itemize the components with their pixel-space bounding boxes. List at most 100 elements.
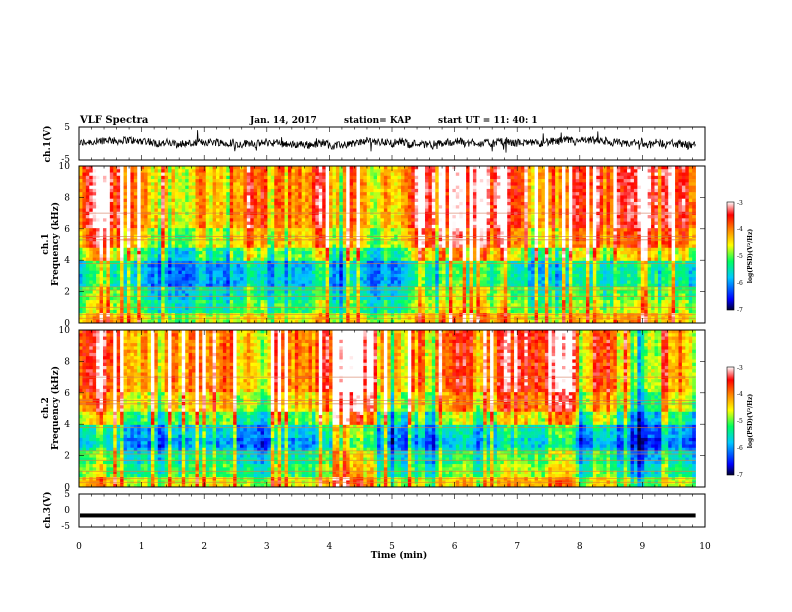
spectrogram-cell [294, 228, 299, 232]
spectrogram-cell [562, 221, 566, 226]
spectrogram-cell [431, 192, 436, 196]
spectrogram-cell [572, 244, 577, 249]
spectrogram-cell [664, 221, 669, 226]
spectrogram-cell [106, 247, 111, 252]
spectrogram-cell [644, 198, 648, 203]
spectrogram-cell [483, 185, 487, 190]
spectrogram-cell [222, 195, 227, 200]
spectrogram-cell [407, 244, 412, 249]
spectrogram-cell [192, 169, 196, 173]
spectrogram-cell [633, 208, 638, 213]
spectrogram-cell [126, 195, 131, 200]
spectrogram-cell [339, 241, 344, 245]
spectrogram-cell [216, 172, 220, 177]
spectrogram-cell [466, 172, 470, 177]
spectrogram-cell [216, 247, 220, 252]
spectrogram-cell [637, 247, 642, 252]
spectrogram-cell [675, 211, 679, 216]
spectrogram-cell [668, 166, 672, 170]
spectrogram-cell [250, 185, 255, 190]
spectrogram-cell [102, 192, 107, 196]
spectrogram-cell [599, 241, 604, 245]
spectrogram-cell [157, 198, 162, 203]
spectrogram-cell [216, 185, 220, 190]
spectrogram-cell [92, 169, 97, 173]
spectrogram-cell [651, 251, 655, 255]
spectrogram-cell [527, 247, 532, 252]
spectrogram-cell [500, 215, 505, 219]
spectrogram-cell [311, 182, 316, 186]
spectrogram-cell [411, 166, 416, 170]
spectrogram-cell [507, 244, 511, 249]
spectrogram-cell [520, 247, 525, 252]
spectrogram-cell [96, 169, 100, 173]
spectrogram-cell [657, 244, 662, 249]
spectrogram-cell [140, 179, 145, 183]
spectrogram-cell [527, 185, 532, 190]
spectrogram-cell [205, 231, 210, 235]
spectrogram-cell [678, 205, 683, 209]
spectrogram-cell [140, 241, 145, 245]
spectrogram-cell [161, 166, 165, 170]
spectrogram-cell [373, 166, 378, 170]
spectrogram-cell [435, 208, 439, 213]
spectrogram-cell [589, 195, 594, 200]
spectrogram-cell [174, 195, 179, 200]
spectrogram-cell [298, 218, 302, 222]
spectrogram-cell [305, 192, 309, 196]
spectrogram-cell [370, 169, 374, 173]
spectrogram-cell [568, 198, 573, 203]
spectrogram-cell [243, 182, 248, 186]
spectrogram-cell [106, 185, 111, 190]
spectrogram-cell [277, 172, 282, 177]
spectrogram-cell [507, 205, 511, 209]
spectrogram-cell [572, 231, 577, 235]
spectrogram-cell [79, 208, 83, 213]
spectrogram-cell [133, 175, 138, 180]
spectrogram-cell [260, 231, 265, 235]
spectrogram-cell [390, 241, 395, 245]
spectrogram-cell [421, 224, 426, 229]
spectrogram-cell [339, 231, 344, 235]
spectrogram-cell [623, 198, 628, 203]
spectrogram-cell [418, 172, 422, 177]
spectrogram-cell [534, 221, 539, 226]
spectrogram-cell [120, 231, 124, 235]
spectrogram-cell [349, 221, 354, 226]
spectrogram-cell [322, 228, 326, 232]
spectrogram-cell [311, 201, 316, 206]
spectrogram-cell [277, 241, 282, 245]
spectrogram-cell [250, 208, 255, 213]
spectrogram-cell [298, 215, 302, 219]
spectrogram-cell [514, 224, 518, 229]
spectrogram-cell [359, 228, 364, 232]
spectrogram-cell [260, 241, 265, 245]
spectrogram-cell [685, 179, 690, 183]
spectrogram-cell [346, 215, 350, 219]
spectrogram-cell [195, 224, 200, 229]
spectrogram-cell [486, 198, 491, 203]
spectrogram-cell [267, 182, 272, 186]
spectrogram-cell [548, 188, 553, 193]
spectrogram-cell [106, 254, 111, 258]
spectrogram-cell [668, 215, 672, 219]
spectrogram-cell [346, 221, 350, 226]
spectrogram-cell [688, 224, 693, 229]
spectrogram-cell [520, 201, 525, 206]
spectrogram-cell [462, 188, 467, 193]
spectrogram-cell [514, 221, 518, 226]
spectrogram-cell [490, 175, 494, 180]
spectrogram-cell [291, 247, 296, 252]
spectrogram-cell [647, 247, 652, 252]
spectrogram-cell [517, 172, 522, 177]
spectrogram-cell [82, 166, 87, 170]
spectrogram-cell [661, 215, 666, 219]
spectrogram-cell [448, 241, 453, 245]
spectrogram-cell [205, 188, 210, 193]
spectrogram-cell [185, 228, 189, 232]
spectrogram-cell [339, 195, 344, 200]
spectrogram-cell [404, 218, 409, 222]
spectrogram-cell [356, 169, 361, 173]
spectrogram-cell [661, 211, 666, 216]
spectrogram-cell [599, 215, 604, 219]
